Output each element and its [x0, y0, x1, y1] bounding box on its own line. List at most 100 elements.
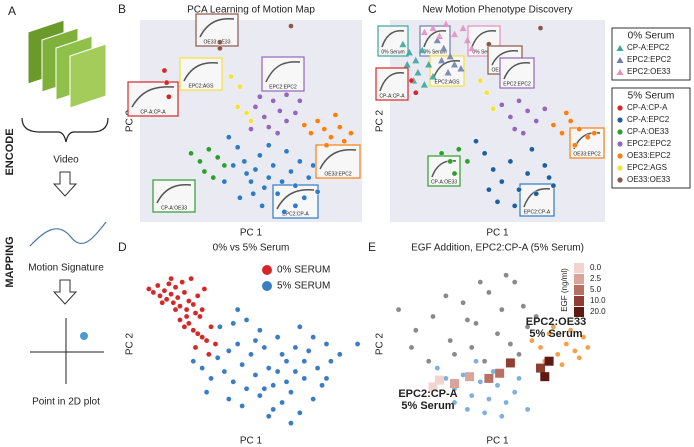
point [550, 323, 557, 330]
point [308, 130, 314, 136]
point [274, 130, 281, 136]
point [405, 48, 413, 56]
point [186, 298, 192, 304]
point [248, 118, 254, 124]
chart-title: PCA Learning of Motion Map [187, 5, 315, 16]
point [511, 203, 518, 209]
point [533, 313, 540, 320]
point [544, 356, 554, 366]
step-label: Motion Signature [28, 263, 104, 274]
legend-label: CP-A:EPC2 [627, 115, 670, 124]
colorbar-swatch [574, 263, 584, 273]
inset-label: EPC2:AGS [434, 79, 460, 85]
point [199, 365, 205, 371]
point [460, 299, 466, 306]
point [221, 178, 228, 185]
point [412, 327, 419, 334]
point [214, 154, 221, 161]
point [250, 190, 257, 197]
arrow [52, 171, 78, 197]
point [477, 279, 484, 285]
point [481, 150, 488, 157]
point [533, 190, 540, 197]
point [292, 182, 299, 189]
point [217, 39, 223, 46]
point [274, 190, 281, 197]
inset-curve [156, 184, 192, 204]
inset-curve [183, 62, 219, 82]
inset-curve [503, 62, 531, 80]
point [473, 320, 479, 327]
point [265, 174, 272, 181]
point [161, 287, 168, 294]
point [297, 323, 303, 330]
point [572, 142, 578, 149]
point [230, 379, 237, 385]
point [567, 118, 574, 124]
inset-curve [471, 30, 497, 48]
point [257, 392, 263, 399]
point [252, 372, 259, 378]
point [447, 158, 454, 165]
colorbar-swatch [574, 274, 584, 284]
point [443, 293, 449, 299]
point [234, 144, 241, 151]
legend-marker [617, 129, 623, 135]
point [464, 317, 471, 323]
point [265, 365, 272, 371]
point [321, 126, 328, 132]
point [261, 344, 268, 351]
point [252, 104, 259, 110]
point [188, 150, 194, 157]
point [234, 104, 241, 110]
point [172, 306, 179, 313]
inset-label: EPC2:EPC2 [503, 81, 531, 87]
point [473, 358, 479, 365]
legend-label: CP-A:CP-A [627, 103, 668, 112]
point [208, 375, 214, 382]
legend-marker [617, 165, 623, 171]
step-label: Video [53, 155, 79, 166]
colorbar-label: 5.0 [590, 285, 602, 294]
inset-curve [319, 149, 357, 170]
point [206, 351, 212, 358]
point [511, 279, 518, 285]
legend-box [611, 87, 691, 189]
point [288, 420, 294, 426]
point [252, 166, 259, 173]
inset-curve [431, 160, 457, 178]
point [554, 351, 561, 358]
point [533, 118, 540, 124]
point [529, 337, 535, 344]
point [328, 358, 334, 365]
legend-marker [616, 69, 624, 75]
point [451, 30, 458, 38]
point [486, 186, 492, 193]
point [261, 114, 268, 120]
chart-title: EGF Addition, EPC2:CP-A (5% Serum) [411, 243, 584, 254]
legend-marker [262, 265, 272, 275]
point [550, 182, 557, 189]
inset-curve [381, 30, 405, 48]
inset-label: EPC2:CP-A [524, 209, 551, 215]
point [536, 363, 545, 373]
point [576, 354, 583, 361]
point [498, 102, 505, 108]
colorbar-label: 20.0 [590, 307, 606, 316]
point [481, 409, 488, 416]
point [490, 166, 497, 173]
point [498, 178, 505, 185]
point [585, 134, 591, 140]
point [537, 25, 544, 31]
point [261, 184, 268, 191]
brace [21, 117, 109, 143]
point [473, 138, 479, 144]
point [468, 392, 475, 399]
point [310, 334, 316, 340]
point [546, 174, 552, 181]
panel-label: A [8, 4, 16, 18]
section-label: MAPPING [4, 236, 16, 287]
point [270, 162, 277, 169]
point [181, 289, 188, 296]
colorbar-swatch [574, 296, 584, 306]
